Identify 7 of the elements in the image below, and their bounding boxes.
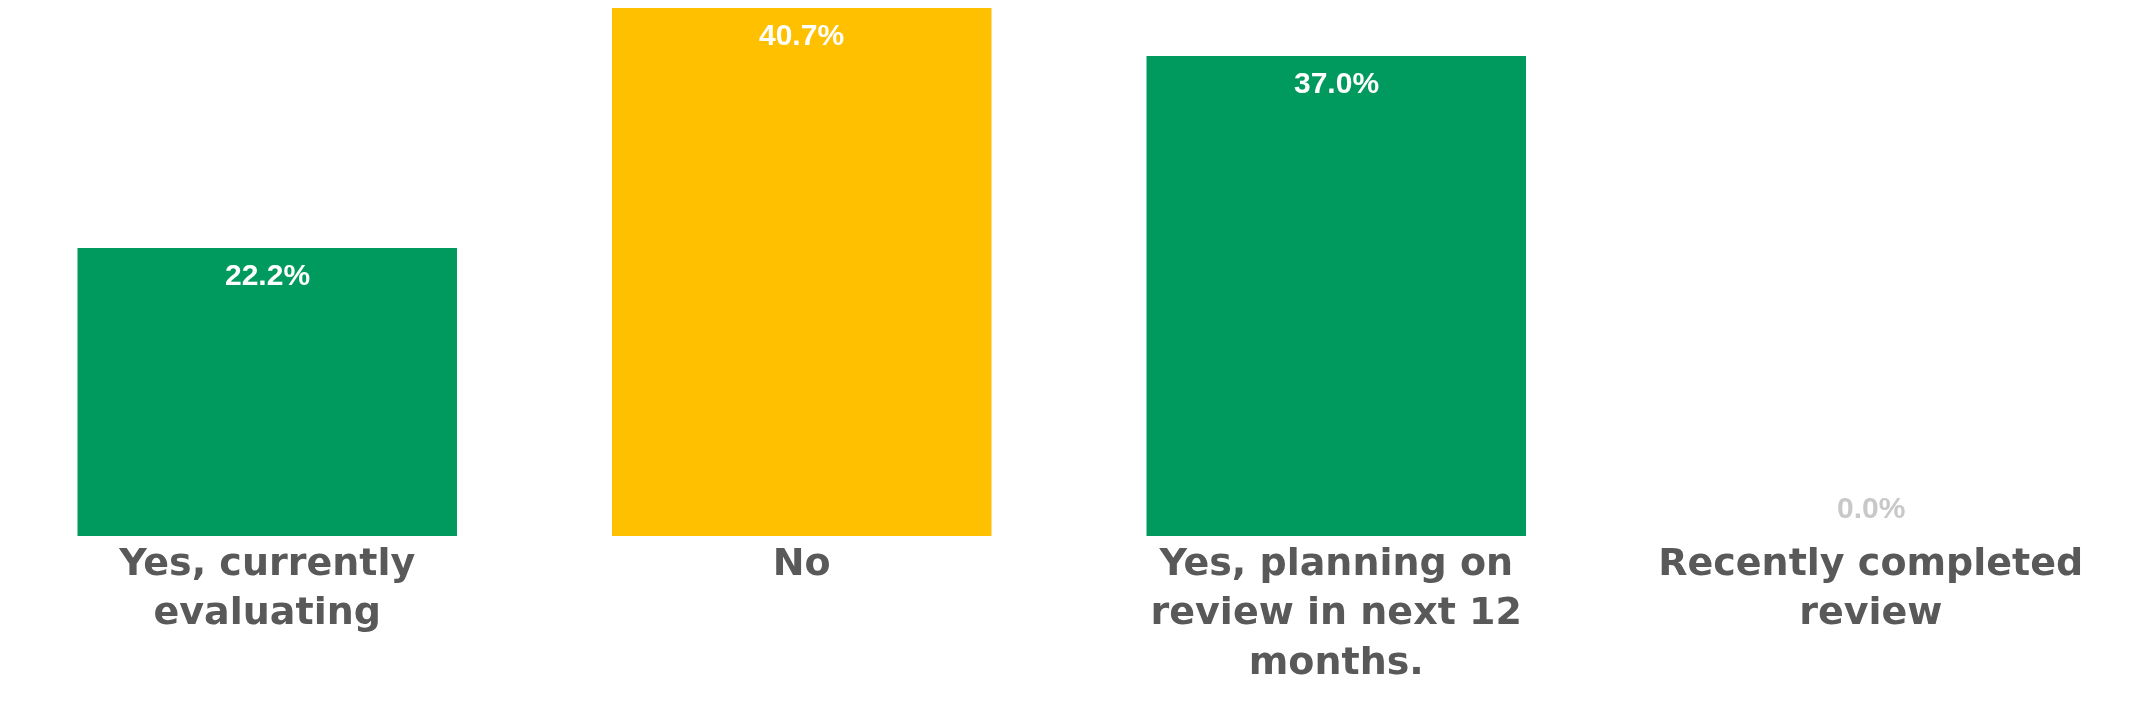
data-label: 37.0%	[1294, 66, 1380, 99]
x-tick-label: Recently completed review	[1658, 540, 2084, 634]
x-tick-label: Yes, currently evaluating	[118, 540, 416, 634]
x-tick-label: No	[772, 540, 831, 584]
data-label: 22.2%	[225, 258, 311, 291]
x-tick-label: Yes, planning on review in next 12 months.	[1150, 540, 1522, 683]
data-label: 40.7%	[759, 18, 845, 51]
